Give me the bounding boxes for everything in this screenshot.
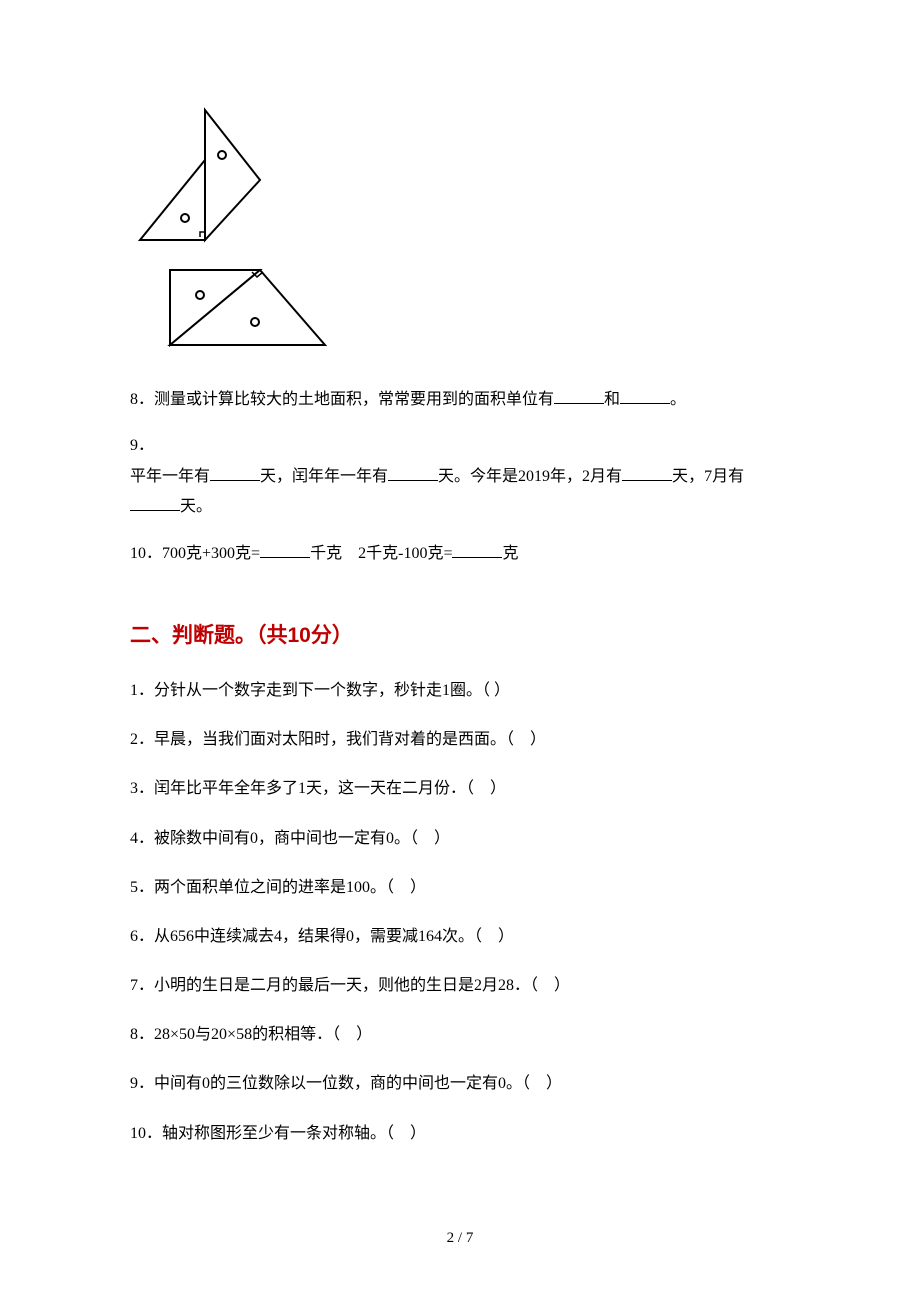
q10-part1-after: 千克 xyxy=(310,545,342,562)
judge-text: 从656中连续减去4，结果得0，需要减164次。（ ） xyxy=(154,928,514,945)
judge-text: 分针从一个数字走到下一个数字，秒针走1圈。（ ） xyxy=(154,682,510,699)
q10-part2-before: 2千克-100克= xyxy=(358,545,452,562)
q8-text3: 。 xyxy=(670,391,686,408)
q9-text5: ，7月有 xyxy=(688,468,744,485)
judge-text: 中间有0的三位数除以一位数，商的中间也一定有0。（ ） xyxy=(154,1075,562,1092)
judge-item: 2．早晨，当我们面对太阳时，我们背对着的是西面。（ ） xyxy=(130,726,790,753)
q9-text2: 天，闰年年一年有 xyxy=(260,468,388,485)
judge-text: 被除数中间有0，商中间也一定有0。（ ） xyxy=(154,830,450,847)
q9-number: 9． xyxy=(130,431,790,461)
judge-text: 轴对称图形至少有一条对称轴。（ ） xyxy=(162,1125,426,1142)
judge-item: 6．从656中连续减去4，结果得0，需要减164次。（ ） xyxy=(130,923,790,950)
triangle-diagram xyxy=(130,100,330,350)
fill-question-10: 10．700克+300克= 千克 2千克-100克= 克 xyxy=(130,539,790,569)
judge-text: 小明的生日是二月的最后一天，则他的生日是2月28．（ ） xyxy=(154,977,570,994)
judge-num: 8． xyxy=(130,1026,154,1043)
page-number: 2 / 7 xyxy=(0,1230,920,1247)
q8-number: 8． xyxy=(130,391,154,408)
fill-question-8: 8．测量或计算比较大的土地面积，常常要用到的面积单位有 和 。 xyxy=(130,385,790,415)
judge-num: 6． xyxy=(130,928,154,945)
judge-text: 两个面积单位之间的进率是100。（ ） xyxy=(154,879,426,896)
judge-item: 10．轴对称图形至少有一条对称轴。（ ） xyxy=(130,1120,790,1147)
judge-num: 5． xyxy=(130,879,154,896)
q9-blank-1[interactable] xyxy=(210,465,260,481)
judge-num: 1． xyxy=(130,682,154,699)
judge-num: 7． xyxy=(130,977,154,994)
judge-text: 闰年比平年全年多了1天，这一天在二月份．（ ） xyxy=(154,780,506,797)
judge-num: 9． xyxy=(130,1075,154,1092)
section-2-title: 二、判断题。（共10分） xyxy=(130,619,790,649)
judge-item: 7．小明的生日是二月的最后一天，则他的生日是2月28．（ ） xyxy=(130,972,790,999)
q10-spacer xyxy=(342,545,358,562)
judge-item: 8．28×50与20×58的积相等．（ ） xyxy=(130,1021,790,1048)
q9-text4: 天 xyxy=(672,468,688,485)
judge-text: 早晨，当我们面对太阳时，我们背对着的是西面。（ ） xyxy=(154,731,546,748)
q8-blank-2[interactable] xyxy=(620,388,670,404)
judge-item: 4．被除数中间有0，商中间也一定有0。（ ） xyxy=(130,825,790,852)
judge-num: 3． xyxy=(130,780,154,797)
judge-item: 1．分针从一个数字走到下一个数字，秒针走1圈。（ ） xyxy=(130,677,790,704)
q10-blank-1[interactable] xyxy=(260,542,310,558)
judge-item: 9．中间有0的三位数除以一位数，商的中间也一定有0。（ ） xyxy=(130,1070,790,1097)
judge-questions-list: 1．分针从一个数字走到下一个数字，秒针走1圈。（ ） 2．早晨，当我们面对太阳时… xyxy=(130,677,790,1147)
q9-text1: 平年一年有 xyxy=(130,468,210,485)
fill-question-9: 9． 平年一年有 天，闰年年一年有 天。今年是2019年，2月有 天，7月有天。 xyxy=(130,431,790,522)
judge-num: 4． xyxy=(130,830,154,847)
q9-blank-2[interactable] xyxy=(388,465,438,481)
q10-blank-2[interactable] xyxy=(452,542,502,558)
q9-blank-4[interactable] xyxy=(130,495,180,511)
q9-blank-3[interactable] xyxy=(622,465,672,481)
judge-num: 10． xyxy=(130,1125,162,1142)
judge-item: 3．闰年比平年全年多了1天，这一天在二月份．（ ） xyxy=(130,775,790,802)
q9-text3: 天。今年是2019年，2月有 xyxy=(438,468,622,485)
judge-item: 5．两个面积单位之间的进率是100。（ ） xyxy=(130,874,790,901)
geometry-figures xyxy=(130,100,790,355)
judge-text: 28×50与20×58的积相等．（ ） xyxy=(154,1026,372,1043)
q10-part2-after: 克 xyxy=(502,545,518,562)
q9-text6: 天。 xyxy=(180,498,212,515)
judge-num: 2． xyxy=(130,731,154,748)
q10-part1-before: 700克+300克= xyxy=(162,545,260,562)
page-content: 8．测量或计算比较大的土地面积，常常要用到的面积单位有和。 9． 平年一年有天，… xyxy=(0,0,920,1147)
q8-text1: 测量或计算比较大的土地面积，常常要用到的面积单位有 xyxy=(154,391,554,408)
q10-number: 10． xyxy=(130,545,162,562)
q8-text2: 和 xyxy=(604,391,620,408)
q8-blank-1[interactable] xyxy=(554,388,604,404)
